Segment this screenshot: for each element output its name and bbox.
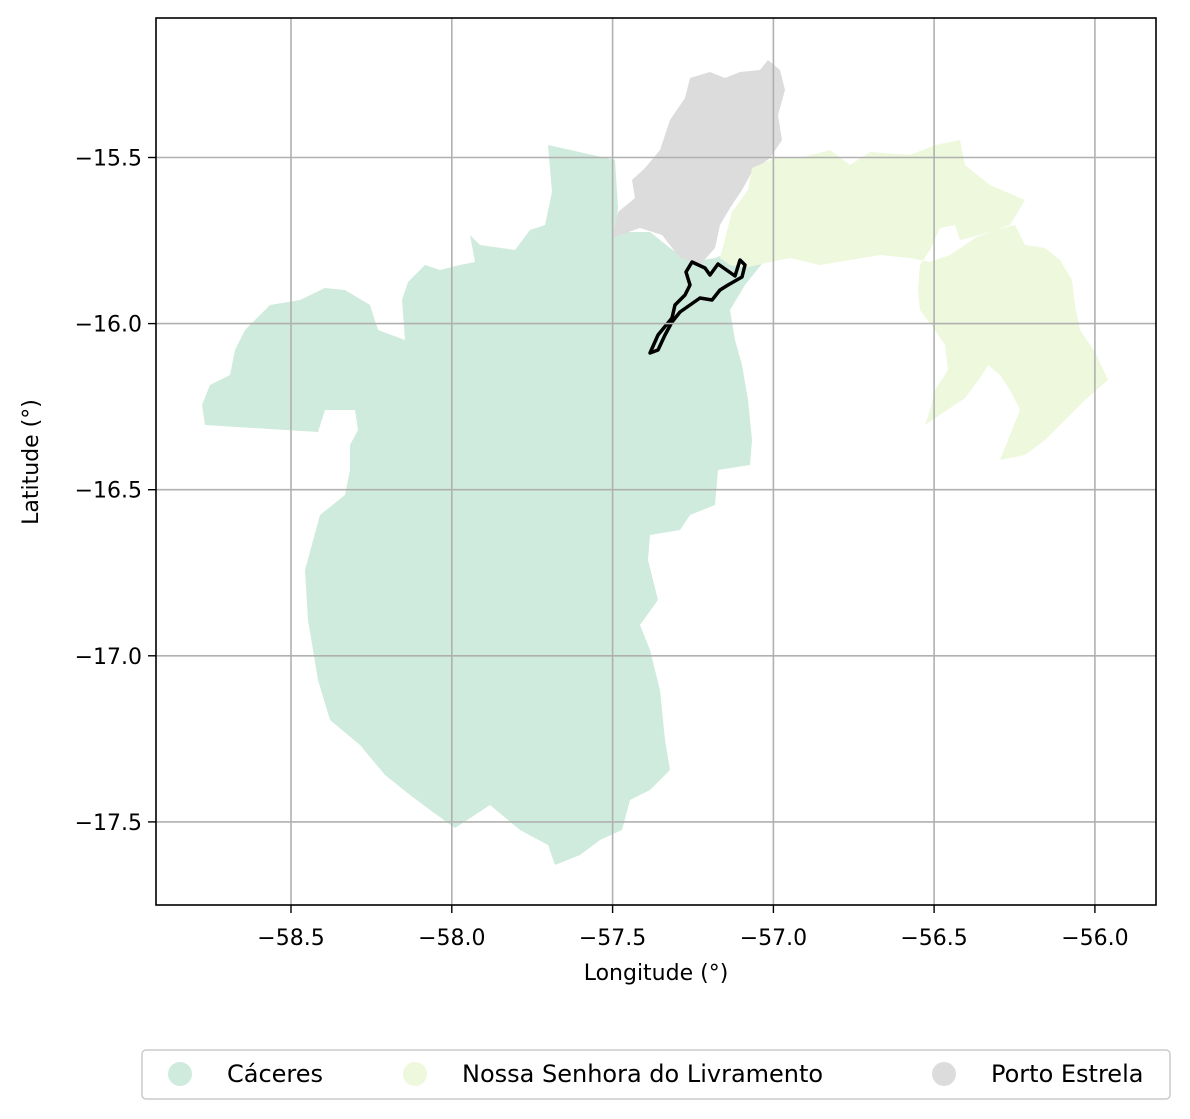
legend-marker-porto-estrela [932,1062,956,1086]
legend: Cáceres Nossa Senhora do Livramento Port… [141,1049,1171,1100]
region-caceres [202,145,770,865]
y-tick-label: −17.5 [75,811,142,836]
x-tick-label: −57.0 [740,926,807,951]
legend-frame [141,1049,1171,1100]
y-tick-label: −15.5 [75,147,142,172]
x-tick-label: −58.0 [418,926,485,951]
y-axis-label: Latitude (°) [19,399,44,525]
legend-marker-caceres [168,1062,192,1086]
region-nossa-senhora-do-livramento [720,140,1108,460]
study-area-outline [648,258,747,355]
x-tick-label: −57.5 [579,926,646,951]
y-tick-label: −16.5 [75,479,142,504]
legend-label-porto-estrela: Porto Estrela [991,1060,1143,1088]
grid-lines [156,18,1156,905]
plot-frame [155,17,1157,906]
y-tick-label: −16.0 [75,313,142,338]
legend-label-nossa-senhora-do-livramento: Nossa Senhora do Livramento [462,1060,823,1088]
x-axis-label: Longitude (°) [584,961,729,986]
region-porto-estrela [612,60,785,265]
regions [202,60,1108,865]
axis-ticks: −58.5 −58.0 −57.5 −57.0 −56.5 −56.0 −15.5 −16.0… [75,147,1129,952]
x-tick-label: −58.5 [257,926,324,951]
legend-marker-nossa-senhora-do-livramento [403,1062,427,1086]
y-tick-label: −17.0 [75,645,142,670]
x-tick-label: −56.5 [900,926,967,951]
x-tick-label: −56.0 [1061,926,1128,951]
legend-label-caceres: Cáceres [227,1060,323,1088]
